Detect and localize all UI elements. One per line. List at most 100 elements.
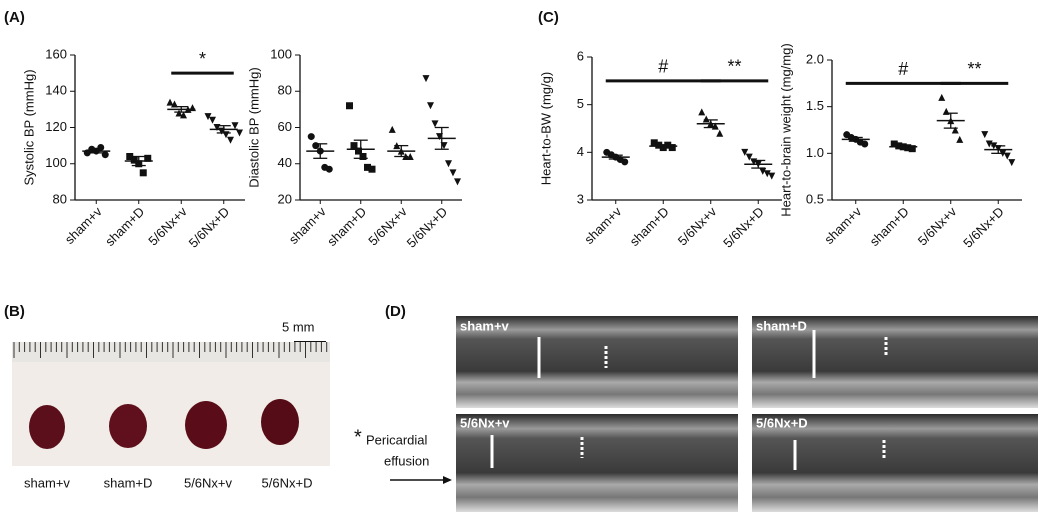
heart-label: sham+v — [24, 475, 70, 490]
data-point — [431, 120, 439, 128]
x-tick-label: sham+D — [867, 204, 912, 249]
annotation: effusion — [384, 453, 429, 468]
x-tick-label: 5/6Nx+D — [186, 204, 233, 251]
echo-markers — [490, 330, 888, 470]
significance-label: ** — [727, 57, 741, 77]
error-bar — [848, 136, 863, 142]
data-point — [427, 102, 434, 110]
data-point — [621, 158, 629, 166]
data-point — [139, 169, 147, 177]
data-point — [166, 98, 174, 106]
data-point — [1003, 152, 1011, 160]
y-tick-label: 100 — [45, 155, 67, 170]
data-point — [698, 108, 706, 116]
data-point — [307, 133, 315, 141]
error-bar — [991, 145, 1006, 154]
y-tick-label: 60 — [278, 119, 292, 134]
echo-image — [752, 414, 1038, 512]
data-point — [763, 170, 771, 178]
data-point — [1008, 159, 1016, 167]
data-point — [985, 140, 993, 148]
image-label: 5/6Nx+D — [756, 415, 808, 430]
error-bar — [943, 112, 958, 129]
significance-label: # — [898, 59, 908, 79]
significance-label: # — [658, 57, 668, 77]
data-point — [171, 100, 178, 108]
data-point — [861, 140, 869, 148]
panel-label: (C) — [538, 9, 559, 26]
ruler — [12, 342, 330, 362]
y-tick-label: 20 — [278, 191, 292, 206]
y-tick-label: 2.0 — [806, 51, 824, 66]
y-tick-label: 0.5 — [806, 191, 824, 206]
y-tick-label: 1.0 — [806, 145, 824, 160]
y-tick-label: 40 — [278, 155, 292, 170]
x-tick-label: 5/6Nx+v — [915, 204, 960, 249]
x-tick-label: sham+D — [627, 204, 672, 249]
data-point — [325, 165, 333, 173]
data-point — [101, 151, 109, 159]
data-point — [951, 126, 959, 134]
y-axis-label: Heart-to-BW (mg/g) — [538, 72, 553, 185]
x-tick-label: 5/6Nx+v — [365, 204, 410, 249]
echo-image — [456, 316, 738, 408]
data-point — [204, 113, 212, 121]
data-point — [130, 156, 138, 164]
data-point — [956, 135, 964, 143]
y-tick-label: 140 — [45, 83, 67, 98]
arrow-head — [443, 476, 452, 484]
image-label: sham+v — [460, 318, 510, 333]
data-point — [702, 115, 710, 123]
data-point — [759, 167, 767, 175]
y-axis-label: Diastolic BP (mmHg) — [246, 67, 261, 187]
data-point — [745, 153, 753, 161]
data-point — [938, 93, 946, 101]
error-bar — [703, 119, 718, 129]
data-point — [388, 125, 396, 133]
y-tick-label: 1.5 — [806, 98, 824, 113]
data-point — [422, 75, 430, 83]
y-axis-label: Heart-to-brain weight (mg/mg) — [778, 43, 793, 216]
panel-d: (D) sham+v sham+D 5/6Nx+v 5/6Nx+D * Peri… — [354, 303, 1038, 512]
y-tick-label: 6 — [577, 48, 584, 63]
y-tick-label: 5 — [577, 96, 584, 111]
data-point — [668, 144, 676, 152]
y-axis-label: Systolic BP (mmHg) — [21, 69, 36, 185]
error-bar — [656, 144, 671, 148]
data-point — [126, 153, 134, 160]
data-point — [231, 122, 239, 130]
x-tick-label: sham+v — [286, 204, 329, 247]
y-tick-label: 3 — [577, 191, 584, 206]
asterisk: * — [354, 426, 362, 448]
error-bar — [608, 154, 623, 160]
data-point — [209, 116, 216, 124]
y-tick-label: 80 — [53, 191, 67, 206]
panel-label: (D) — [385, 303, 406, 320]
x-tick-label: 5/6Nx+v — [145, 204, 190, 249]
y-tick-label: 160 — [45, 46, 67, 61]
data-point — [175, 109, 183, 117]
data-point — [890, 140, 898, 148]
y-tick-label: 120 — [45, 119, 67, 134]
data-point — [650, 139, 658, 147]
error-bar — [313, 143, 328, 159]
data-point — [449, 169, 457, 177]
data-point — [981, 131, 989, 139]
echo-image — [456, 414, 738, 512]
data-point — [227, 136, 234, 144]
error-bar — [131, 155, 146, 167]
error-bar — [89, 148, 104, 154]
panel-label: (A) — [4, 9, 25, 26]
data-point — [768, 172, 776, 180]
heart — [29, 405, 65, 449]
heart-label: 5/6Nx+D — [262, 475, 313, 490]
error-bar — [394, 144, 409, 158]
error-bar — [174, 106, 189, 113]
data-point — [716, 129, 724, 137]
heart — [261, 399, 299, 445]
annotation: Pericardial — [366, 432, 428, 447]
x-tick-label: sham+v — [62, 204, 105, 247]
image-label: 5/6Nx+v — [460, 415, 510, 430]
x-tick-label: 5/6Nx+D — [720, 204, 767, 251]
